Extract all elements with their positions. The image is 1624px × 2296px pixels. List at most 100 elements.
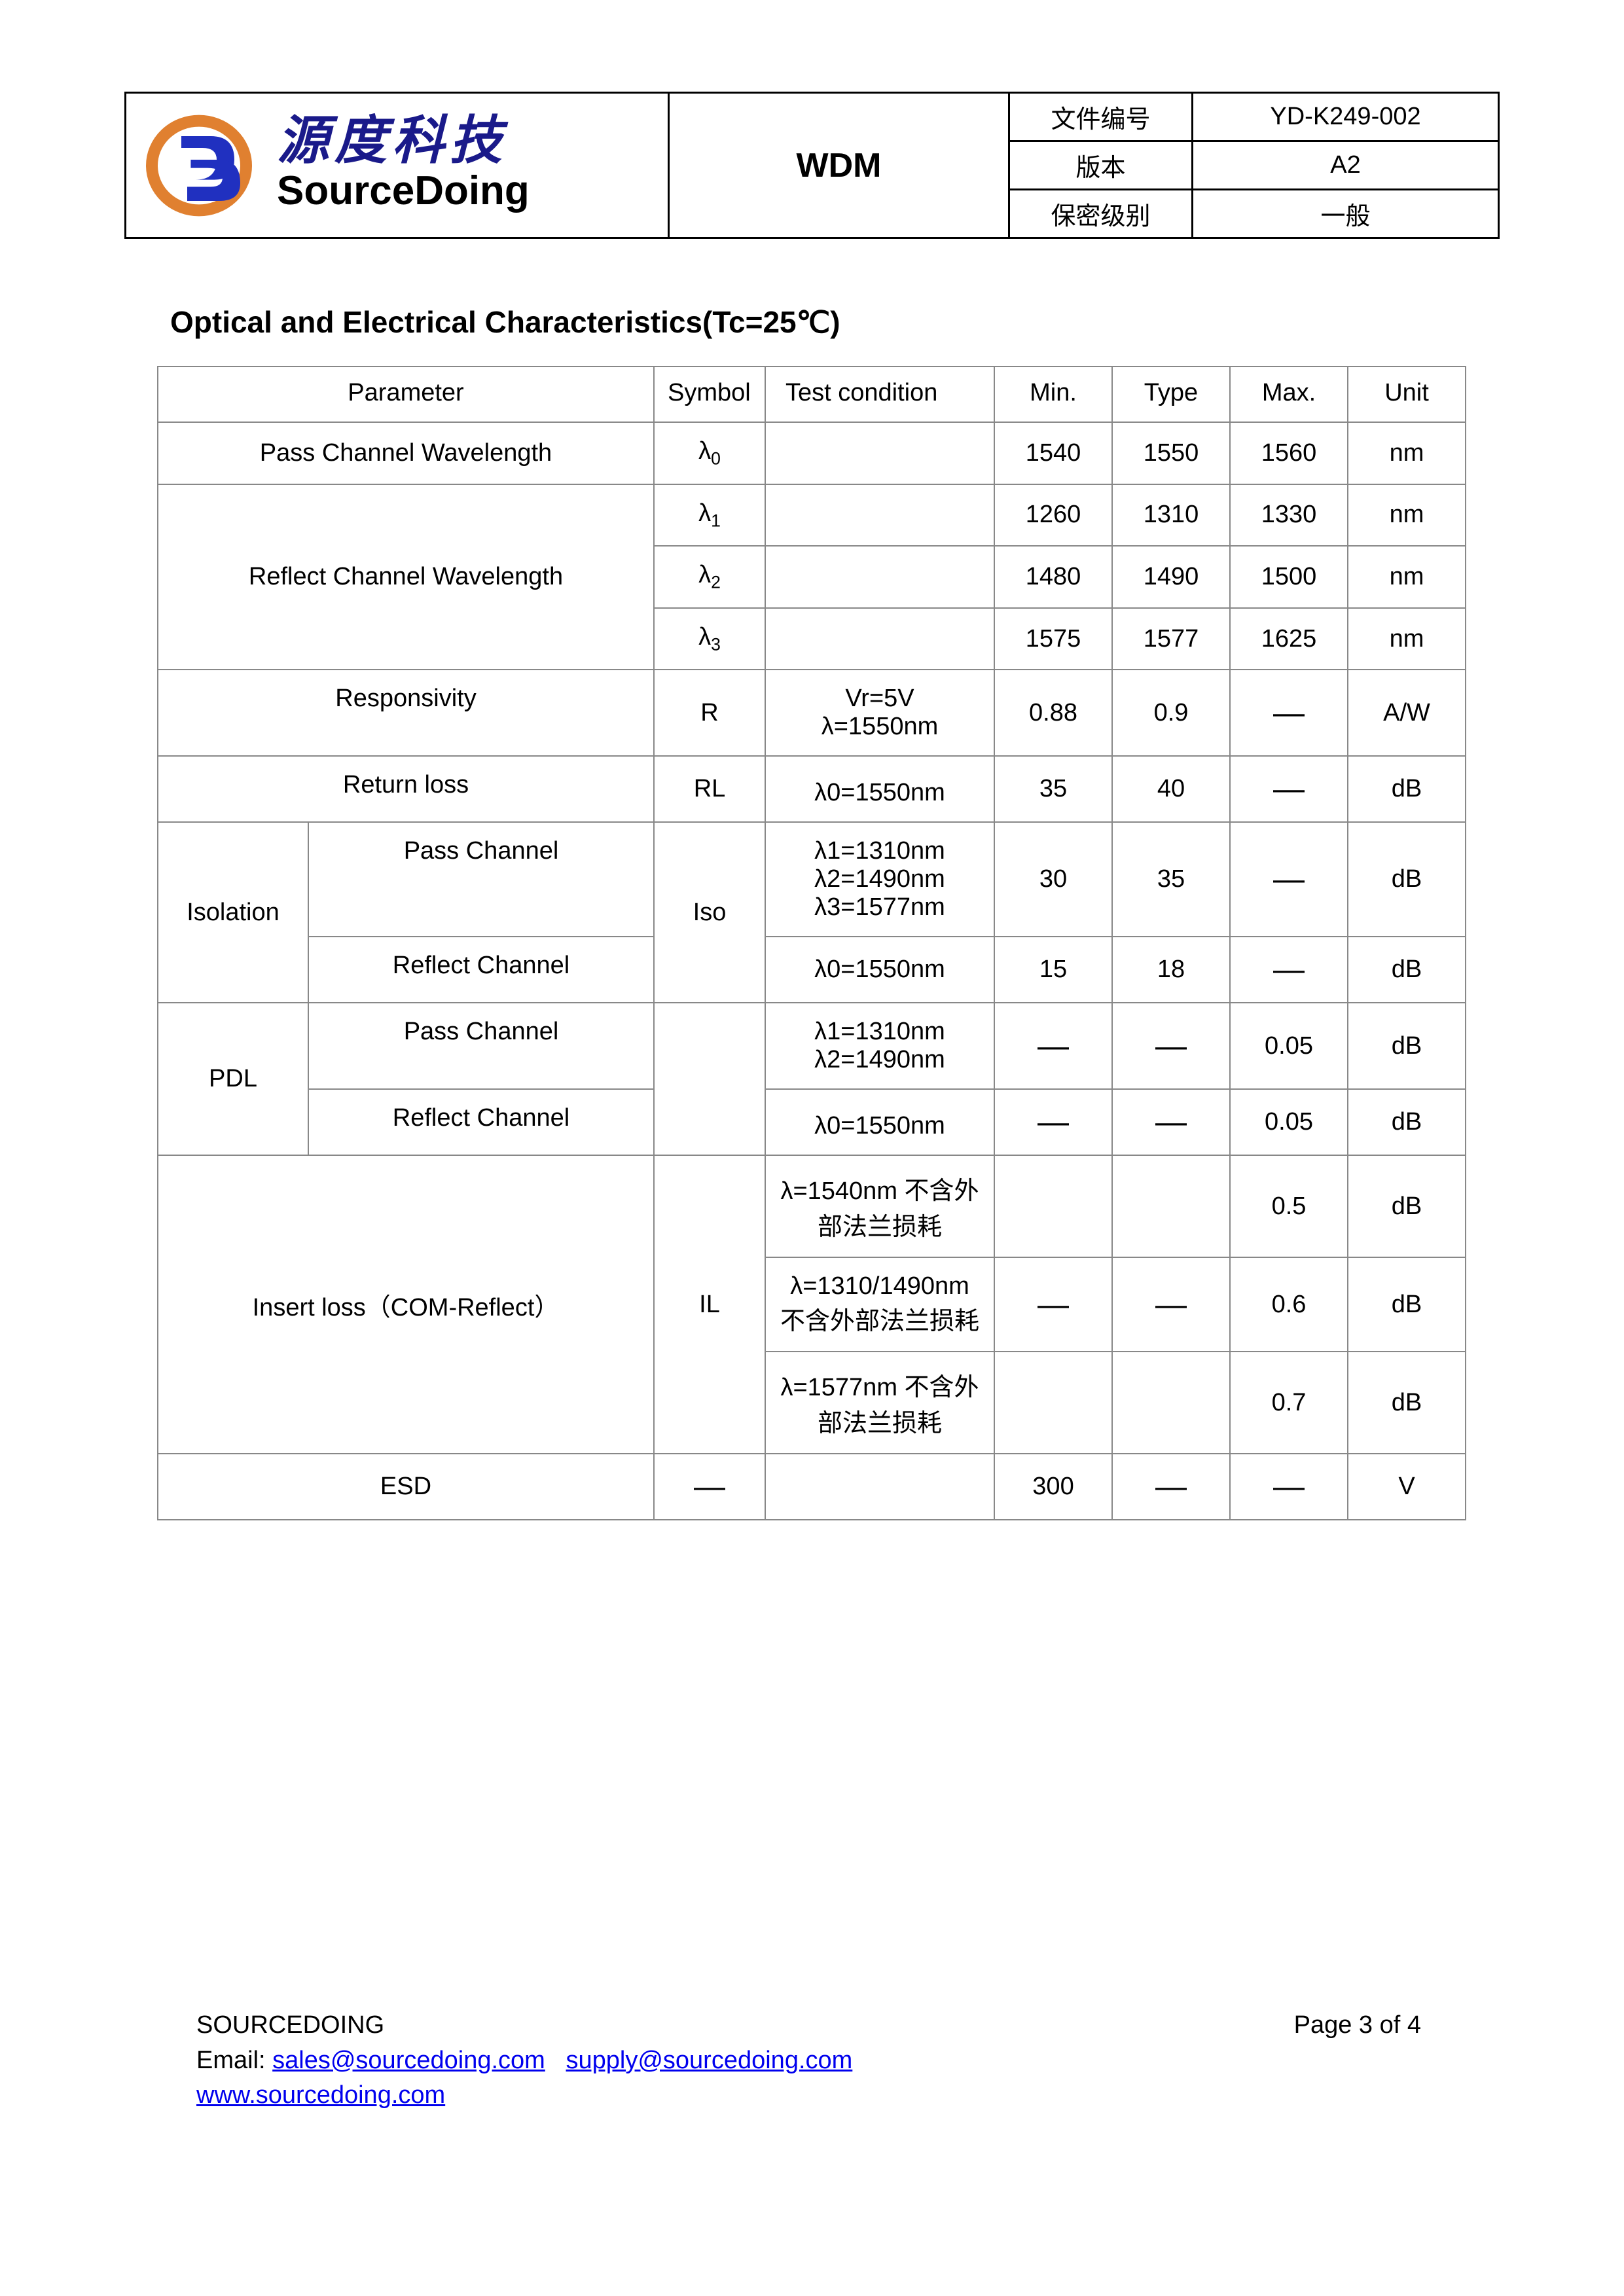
th-parameter: Parameter — [158, 367, 654, 422]
sub: 2 — [711, 573, 721, 592]
meta-row: 文件编号 YD-K249-002 — [1010, 94, 1498, 142]
cell-type: 1550 — [1112, 422, 1230, 484]
cell-symbol: R — [654, 670, 765, 756]
cell-min: 30 — [994, 822, 1112, 937]
th-type: Type — [1112, 367, 1230, 422]
t: λ1=1310nm — [814, 1018, 945, 1045]
doc-title: WDM — [670, 94, 1010, 237]
table-row: Responsivity R Vr=5Vλ=1550nm 0.88 0.9 — … — [158, 670, 1466, 756]
cell-min: 1575 — [994, 608, 1112, 670]
cell-unit: dB — [1348, 1257, 1466, 1352]
table-row: ESD — 300 — — V — [158, 1454, 1466, 1520]
characteristics-table: Parameter Symbol Test condition Min. Typ… — [157, 366, 1466, 1520]
t: λ=1550nm — [821, 713, 939, 740]
cell-symbol: λ1 — [654, 484, 765, 547]
table-row: Isolation Pass Channel Iso λ1=1310nmλ2=1… — [158, 822, 1466, 937]
cell-min: 1540 — [994, 422, 1112, 484]
cell-test — [765, 608, 994, 670]
sym: λ — [698, 561, 711, 588]
cell-unit: dB — [1348, 937, 1466, 1003]
cell-test: λ=1310/1490nm 不含外部法兰损耗 — [765, 1257, 994, 1352]
email-link[interactable]: supply@sourcedoing.com — [566, 2047, 853, 2074]
cell-max: 0.05 — [1230, 1003, 1348, 1089]
cell-param: Insert loss（COM-Reflect） — [158, 1155, 654, 1454]
table-row: Reflect Channel λ0=1550nm — — 0.05 dB — [158, 1089, 1466, 1155]
cell-unit: nm — [1348, 608, 1466, 670]
cell-test: λ0=1550nm — [765, 1089, 994, 1155]
meta-row: 保密级别 一般 — [1010, 190, 1498, 237]
cell-test: λ=1577nm 不含外部法兰损耗 — [765, 1352, 994, 1454]
meta-block: 文件编号 YD-K249-002 版本 A2 保密级别 一般 — [1010, 94, 1498, 237]
page-number: Page 3 of 4 — [1294, 2008, 1421, 2043]
cell-test — [765, 484, 994, 547]
cell-unit: nm — [1348, 546, 1466, 608]
cell-max: 0.05 — [1230, 1089, 1348, 1155]
cell-test — [765, 1454, 994, 1520]
logo-english: SourceDoing — [277, 167, 530, 215]
t: Vr=5V — [845, 685, 914, 712]
logo-cell: 源度科技 SourceDoing — [126, 94, 670, 237]
cell-type: — — [1112, 1089, 1230, 1155]
cell-unit: dB — [1348, 822, 1466, 937]
company-logo-icon — [146, 107, 264, 224]
sym: λ — [698, 437, 711, 465]
cell-subparam: Pass Channel — [308, 1003, 654, 1089]
cell-min: — — [994, 1257, 1112, 1352]
cell-param: Isolation — [158, 822, 308, 1003]
table-row: Reflect Channel Wavelength λ1 1260 1310 … — [158, 484, 1466, 547]
cell-max: 1560 — [1230, 422, 1348, 484]
email-label: Email: — [196, 2047, 272, 2074]
website-link[interactable]: www.sourcedoing.com — [196, 2081, 445, 2109]
cell-max: — — [1230, 670, 1348, 756]
cell-symbol: — — [654, 1454, 765, 1520]
cell-test: λ=1540nm 不含外部法兰损耗 — [765, 1155, 994, 1257]
cell-type: 1577 — [1112, 608, 1230, 670]
cell-type: 40 — [1112, 756, 1230, 822]
th-symbol: Symbol — [654, 367, 765, 422]
cell-subparam: Pass Channel — [308, 822, 654, 937]
email-link[interactable]: sales@sourcedoing.com — [272, 2047, 545, 2074]
cell-symbol: IL — [654, 1155, 765, 1454]
cell-unit: dB — [1348, 1003, 1466, 1089]
cell-min: 0.88 — [994, 670, 1112, 756]
table-row: PDL Pass Channel λ1=1310nmλ2=1490nm — — … — [158, 1003, 1466, 1089]
cell-min: 1480 — [994, 546, 1112, 608]
cell-type: 35 — [1112, 822, 1230, 937]
cell-type: 1490 — [1112, 546, 1230, 608]
cell-subparam: Reflect Channel — [308, 937, 654, 1003]
cell-unit: dB — [1348, 756, 1466, 822]
cell-max: 0.7 — [1230, 1352, 1348, 1454]
cell-test: λ1=1310nmλ2=1490nm — [765, 1003, 994, 1089]
cell-param: PDL — [158, 1003, 308, 1155]
section-title: Optical and Electrical Characteristics(T… — [170, 304, 1500, 340]
meta-value: A2 — [1193, 142, 1498, 188]
cell-max: 0.5 — [1230, 1155, 1348, 1257]
cell-type: 0.9 — [1112, 670, 1230, 756]
cell-type: — — [1112, 1257, 1230, 1352]
cell-subparam: Reflect Channel — [308, 1089, 654, 1155]
cell-test — [765, 422, 994, 484]
meta-value: YD-K249-002 — [1193, 94, 1498, 140]
cell-unit: nm — [1348, 422, 1466, 484]
cell-min: 15 — [994, 937, 1112, 1003]
sub: 0 — [711, 449, 721, 469]
t: λ3=1577nm — [814, 893, 945, 921]
cell-symbol: λ0 — [654, 422, 765, 484]
cell-max: — — [1230, 1454, 1348, 1520]
meta-label: 文件编号 — [1010, 94, 1193, 140]
cell-type: 1310 — [1112, 484, 1230, 547]
cell-unit: dB — [1348, 1352, 1466, 1454]
cell-symbol: Iso — [654, 822, 765, 1003]
th-test: Test condition — [765, 367, 994, 422]
table-row: Pass Channel Wavelength λ0 1540 1550 156… — [158, 422, 1466, 484]
cell-symbol: λ2 — [654, 546, 765, 608]
logo-chinese: 源度科技 — [277, 115, 530, 167]
footer: Page 3 of 4 SOURCEDOING Email: sales@sou… — [196, 2008, 1500, 2113]
cell-max: — — [1230, 937, 1348, 1003]
cell-type — [1112, 1155, 1230, 1257]
th-unit: Unit — [1348, 367, 1466, 422]
cell-min — [994, 1352, 1112, 1454]
cell-symbol: RL — [654, 756, 765, 822]
table-header-row: Parameter Symbol Test condition Min. Typ… — [158, 367, 1466, 422]
t: λ2=1490nm — [814, 1046, 945, 1073]
